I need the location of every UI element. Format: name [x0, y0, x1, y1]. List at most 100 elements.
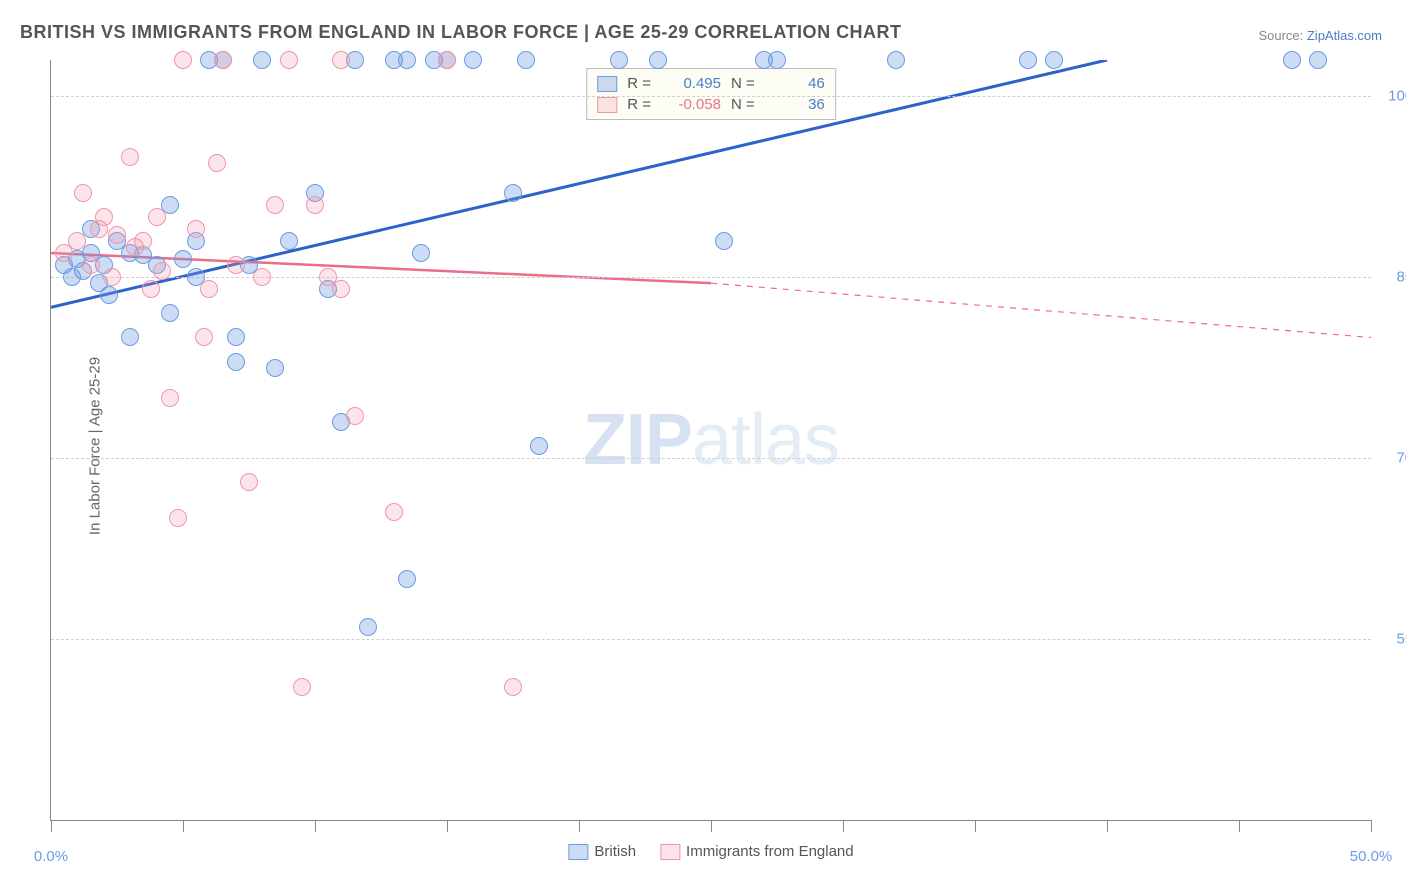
regression-lines-layer [51, 60, 1371, 820]
data-point-blue [1283, 51, 1301, 69]
data-point-pink [200, 280, 218, 298]
stat-r-label: R = [627, 75, 651, 92]
x-tick [1371, 820, 1372, 832]
x-tick-label: 50.0% [1350, 848, 1393, 865]
data-point-pink [195, 328, 213, 346]
data-point-blue [398, 51, 416, 69]
data-point-blue [768, 51, 786, 69]
data-point-pink [240, 473, 258, 491]
data-point-pink [280, 51, 298, 69]
data-point-pink [332, 51, 350, 69]
stat-n-label-2: N = [731, 96, 755, 113]
watermark-bold: ZIP [583, 400, 692, 480]
data-point-pink [306, 196, 324, 214]
data-point-pink [174, 51, 192, 69]
data-point-pink [346, 407, 364, 425]
x-tick [579, 820, 580, 832]
source-prefix: Source: [1258, 28, 1306, 43]
legend-label-immigrants: Immigrants from England [686, 843, 854, 860]
y-tick-label: 100.0% [1388, 88, 1406, 105]
data-point-blue [121, 328, 139, 346]
chart-title: BRITISH VS IMMIGRANTS FROM ENGLAND IN LA… [20, 22, 902, 43]
data-point-blue [161, 304, 179, 322]
x-tick [1239, 820, 1240, 832]
legend-bottom: British Immigrants from England [568, 843, 853, 860]
gridline-h [51, 639, 1371, 640]
stats-legend-box: R = 0.495 N = 46 R = -0.058 N = 36 [586, 68, 836, 120]
data-point-pink [161, 389, 179, 407]
data-point-pink [82, 256, 100, 274]
gridline-h [51, 458, 1371, 459]
x-tick [711, 820, 712, 832]
stat-r-immigrants: -0.058 [661, 96, 721, 113]
data-point-blue [1045, 51, 1063, 69]
x-tick [315, 820, 316, 832]
watermark-rest: atlas [692, 400, 839, 480]
data-point-pink [108, 226, 126, 244]
data-point-pink [68, 232, 86, 250]
stat-n-british: 46 [765, 75, 825, 92]
chart-plot-area: ZIPatlas R = 0.495 N = 46 R = -0.058 N =… [50, 60, 1371, 821]
data-point-blue [1309, 51, 1327, 69]
data-point-blue [887, 51, 905, 69]
y-tick-label: 85.0% [1396, 269, 1406, 286]
data-point-pink [208, 154, 226, 172]
stat-r-label-2: R = [627, 96, 651, 113]
legend-item-british: British [568, 843, 636, 860]
data-point-blue [174, 250, 192, 268]
data-point-blue [398, 570, 416, 588]
swatch-blue [597, 76, 617, 92]
data-point-blue [464, 51, 482, 69]
data-point-blue [610, 51, 628, 69]
x-tick [843, 820, 844, 832]
data-point-pink [293, 678, 311, 696]
data-point-pink [95, 208, 113, 226]
data-point-pink [169, 509, 187, 527]
data-point-pink [153, 262, 171, 280]
data-point-pink [438, 51, 456, 69]
x-tick [447, 820, 448, 832]
data-point-pink [148, 208, 166, 226]
legend-label-british: British [594, 843, 636, 860]
data-point-blue [359, 618, 377, 636]
data-point-blue [1019, 51, 1037, 69]
x-tick [1107, 820, 1108, 832]
source-attribution: Source: ZipAtlas.com [1258, 28, 1382, 43]
data-point-pink [253, 268, 271, 286]
data-point-blue [504, 184, 522, 202]
data-point-blue [530, 437, 548, 455]
legend-swatch-pink [660, 844, 680, 860]
legend-swatch-blue [568, 844, 588, 860]
watermark: ZIPatlas [583, 399, 839, 481]
data-point-blue [715, 232, 733, 250]
data-point-pink [121, 148, 139, 166]
data-point-blue [227, 353, 245, 371]
data-point-blue [266, 359, 284, 377]
source-link[interactable]: ZipAtlas.com [1307, 28, 1382, 43]
x-tick [975, 820, 976, 832]
data-point-pink [504, 678, 522, 696]
stat-n-immigrants: 36 [765, 96, 825, 113]
data-point-pink [134, 232, 152, 250]
data-point-blue [227, 328, 245, 346]
x-tick-label: 0.0% [34, 848, 68, 865]
data-point-pink [187, 220, 205, 238]
swatch-pink [597, 97, 617, 113]
y-tick-label: 55.0% [1396, 631, 1406, 648]
data-point-pink [332, 280, 350, 298]
legend-item-immigrants: Immigrants from England [660, 843, 854, 860]
data-point-pink [103, 268, 121, 286]
data-point-blue [280, 232, 298, 250]
data-point-pink [74, 184, 92, 202]
data-point-blue [253, 51, 271, 69]
data-point-pink [227, 256, 245, 274]
data-point-blue [412, 244, 430, 262]
data-point-blue [649, 51, 667, 69]
gridline-h [51, 277, 1371, 278]
x-tick [183, 820, 184, 832]
data-point-blue [517, 51, 535, 69]
stat-r-british: 0.495 [661, 75, 721, 92]
gridline-h [51, 96, 1371, 97]
data-point-pink [142, 280, 160, 298]
x-tick [51, 820, 52, 832]
